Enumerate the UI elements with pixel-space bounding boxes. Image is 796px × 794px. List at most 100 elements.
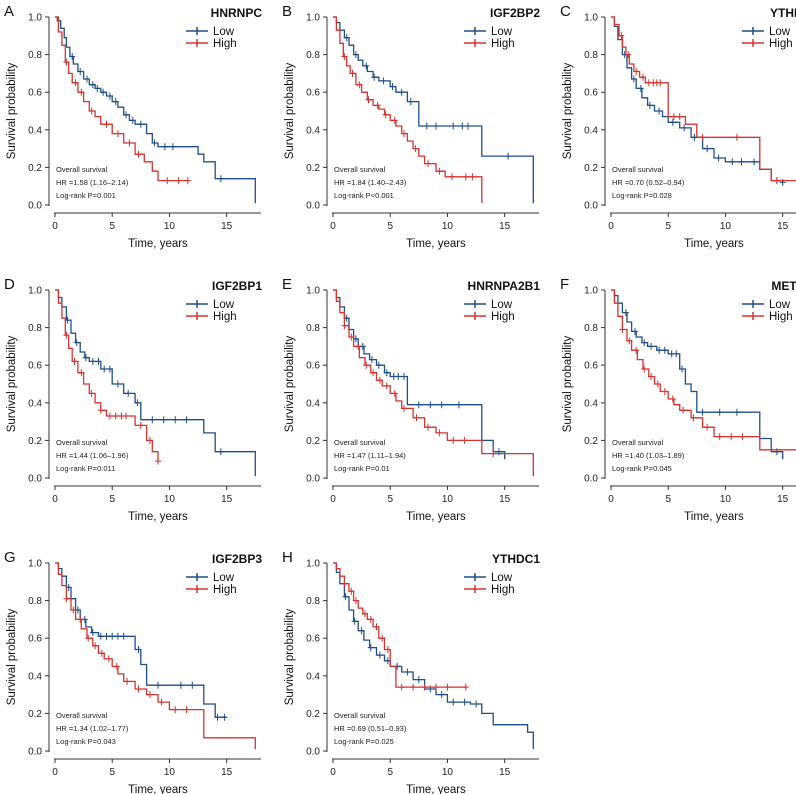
panel-f-y-tick-label: 0.2 xyxy=(584,436,598,447)
panel-c-censor-low xyxy=(630,75,637,83)
panel-h-x-tick-label: 5 xyxy=(387,767,393,778)
panel-e-censor-low xyxy=(415,401,422,409)
panel-e-stats-header: Overall survival xyxy=(334,438,386,447)
panel-c-letter: C xyxy=(560,3,571,20)
panel-b-censor-low xyxy=(465,122,471,130)
panel-e-letter: E xyxy=(282,276,292,293)
panel-d-censor-low xyxy=(160,416,167,424)
panel-c-censor-low xyxy=(729,158,736,166)
panel-b-censor-high xyxy=(401,130,407,138)
panel-b-y-label: Survival probability xyxy=(284,62,296,159)
panel-a-censor-high xyxy=(72,79,79,87)
panel-h-censor-high xyxy=(373,623,380,631)
panel-f-censor-high xyxy=(669,395,676,403)
panel-b-x-tick-label: 15 xyxy=(499,221,511,232)
panel-e-censor-high xyxy=(348,333,355,341)
panel-e-censor-low xyxy=(383,369,390,377)
panel-e-y-tick-label: 1.0 xyxy=(306,286,320,297)
panel-h-censor-high xyxy=(384,646,391,653)
panel-f-censor-low xyxy=(648,342,655,350)
panel-c-x-tick-label: 5 xyxy=(665,221,671,232)
panel-a-y-tick-label: 0.8 xyxy=(28,50,42,61)
panel-b-censor-high xyxy=(462,173,469,181)
panel-g-censor-low xyxy=(97,632,104,640)
panel-c-p-value: Log-rank P=0.028 xyxy=(612,191,672,200)
panel-d-censor-high xyxy=(63,331,70,339)
panel-a-censor-low xyxy=(137,120,144,128)
panel-e-censor-high xyxy=(413,414,420,422)
panel-f-censor-low xyxy=(641,339,648,347)
panel-c-censor-high xyxy=(657,79,664,87)
panel-e-censor-high xyxy=(341,322,348,330)
panel-g-gene-title: IGF2BP3 xyxy=(212,552,262,566)
panel-c-censor-high xyxy=(733,133,740,141)
panel-b-censor-low xyxy=(352,51,359,59)
panel-e: E 0.0 0.2 0.4 0.6 0.8 1.0 0 5 10 15 Time, years Surv… xyxy=(282,276,540,523)
panel-a-censor-low xyxy=(106,92,113,100)
panel-e-x-tick-label: 10 xyxy=(442,494,454,505)
panel-b-censor-low xyxy=(450,122,457,130)
panel-h-censor-low xyxy=(376,651,383,659)
panel-f-censor-high xyxy=(619,326,626,333)
panel-e-censor-low xyxy=(455,401,462,409)
panel-b-x-tick-label: 0 xyxy=(330,221,336,232)
panel-f-censor-low xyxy=(632,327,638,335)
panel-d-censor-low xyxy=(101,365,108,373)
panel-f-censor-high xyxy=(633,346,640,354)
panel-f-censor-low xyxy=(622,309,629,317)
panel-h-x-tick-label: 10 xyxy=(442,767,454,778)
panel-f-censor-low xyxy=(673,350,680,358)
panel-h-y-tick-label: 0.0 xyxy=(306,747,320,758)
panel-d-y-tick-label: 0.4 xyxy=(28,398,42,409)
panel-e-y-tick-label: 0.8 xyxy=(306,323,320,334)
panel-g-censor-low xyxy=(135,646,142,653)
panel-d-x-tick-label: 0 xyxy=(52,494,58,505)
panel-c-censor-low xyxy=(751,158,758,166)
panel-g-x-tick-label: 15 xyxy=(221,767,233,778)
panel-a-censor-low xyxy=(100,88,107,96)
panel-h-stats-header: Overall survival xyxy=(334,711,386,720)
panel-d-censor-low xyxy=(89,357,96,365)
panel-f-censor-high xyxy=(690,414,697,422)
panel-a-censor-high xyxy=(135,150,142,158)
panel-d-censor-low xyxy=(172,416,179,424)
panel-d-y-tick-label: 1.0 xyxy=(28,286,42,297)
panel-g-y-tick-label: 1.0 xyxy=(28,559,42,570)
panel-a-censor-low xyxy=(94,84,101,92)
panel-d-censor-high xyxy=(123,412,129,420)
panel-c-censor-low xyxy=(637,84,644,92)
panel-h-censor-high xyxy=(410,683,417,691)
panel-c-censor-low xyxy=(681,124,688,132)
panel-e-x-label: Time, years xyxy=(406,511,466,523)
panel-f-y-tick-label: 1.0 xyxy=(584,286,598,297)
panel-g-censor-high xyxy=(70,606,77,614)
panel-f-censor-high xyxy=(654,380,661,388)
panel-f-censor-high xyxy=(739,433,746,441)
panel-a-censor-low xyxy=(123,111,129,119)
panel-g-curve-low xyxy=(55,562,227,718)
panel-b-censor-high xyxy=(341,53,348,60)
panel-f-x-tick-label: 0 xyxy=(608,494,614,505)
panel-b-censor-high xyxy=(412,145,419,153)
panel-h-censor-low xyxy=(438,691,445,699)
panel-b-censor-low xyxy=(433,122,439,130)
panel-b-censor-high xyxy=(425,160,431,168)
panel-e-y-tick-label: 0.2 xyxy=(306,436,320,447)
panel-d-censor-high xyxy=(78,369,85,377)
panel-b-censor-low xyxy=(380,77,387,85)
panel-b-censor-low xyxy=(459,122,466,130)
panel-e-censor-high xyxy=(383,382,390,390)
panel-f-censor-low xyxy=(656,346,663,354)
panel-g-censor-high xyxy=(113,662,120,670)
panel-f-x-tick-label: 10 xyxy=(720,494,732,505)
panel-g-censor-low xyxy=(89,629,96,637)
panel-g-censor-high xyxy=(105,655,112,663)
panel-b-y-tick-label: 0.0 xyxy=(306,201,320,212)
panel-h-y-tick-label: 0.4 xyxy=(306,671,320,682)
panel-e-censor-high xyxy=(401,404,407,412)
panel-b-gene-title: IGF2BP2 xyxy=(490,6,540,20)
panel-h-x-tick-label: 0 xyxy=(330,767,336,778)
panel-f-censor-high xyxy=(648,373,655,380)
panel-f-censor-high xyxy=(641,365,648,373)
panel-g-censor-low xyxy=(109,632,116,640)
